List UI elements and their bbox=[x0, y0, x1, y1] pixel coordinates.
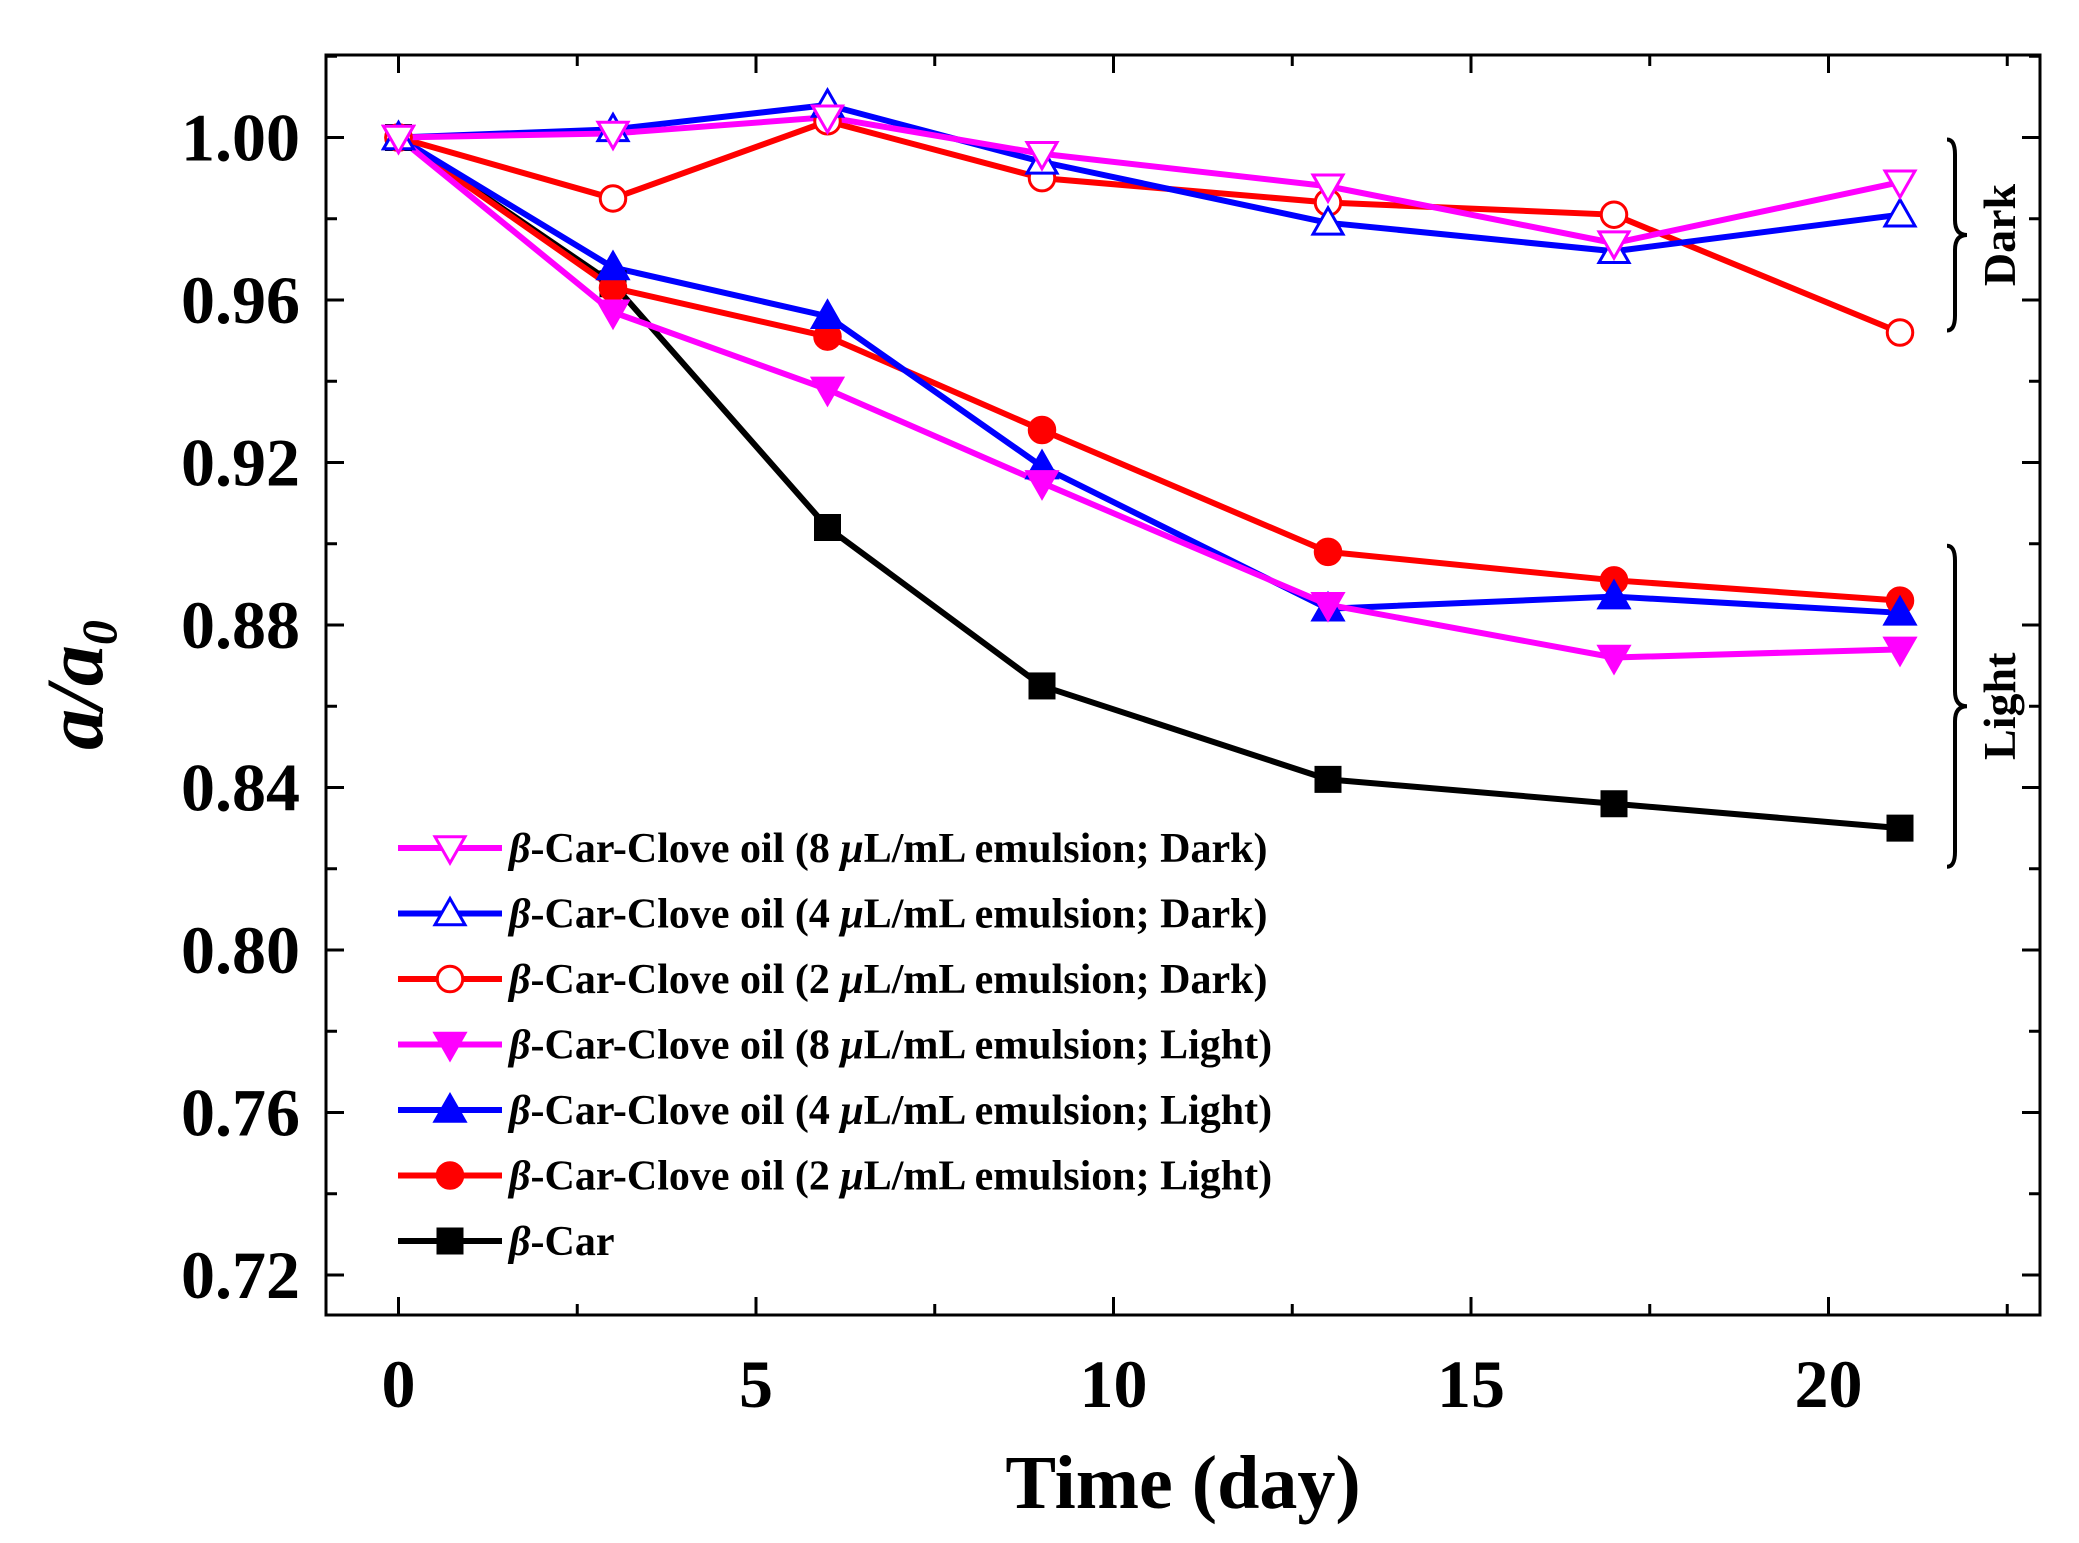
series-line bbox=[396, 134, 1901, 616]
x-tick-label: 15 bbox=[1437, 1346, 1505, 1422]
x-tick-label: 5 bbox=[739, 1346, 773, 1422]
data-point bbox=[1882, 196, 1918, 228]
legend-marker bbox=[432, 895, 468, 927]
legend-label: β-Car-Clove oil (2 μL/mL emulsion; Light… bbox=[507, 1154, 1272, 1200]
legend-label: β-Car-Clove oil (8 μL/mL emulsion; Dark) bbox=[507, 826, 1267, 872]
data-point bbox=[1310, 591, 1346, 623]
legend-marker bbox=[432, 1031, 468, 1063]
y-tick-label: 0.76 bbox=[181, 1075, 300, 1151]
y-axis-title-main: a/a bbox=[29, 645, 120, 750]
plot-frame bbox=[324, 53, 2042, 1317]
legend-label: β-Car bbox=[507, 1219, 614, 1265]
legend: β-Car-Clove oil (8 μL/mL emulsion; Dark)… bbox=[398, 826, 1272, 1265]
data-point bbox=[1596, 230, 1632, 262]
data-point bbox=[1596, 578, 1632, 610]
data-point bbox=[1313, 537, 1343, 567]
legend-label: β-Car-Clove oil (2 μL/mL emulsion; Dark) bbox=[507, 957, 1267, 1003]
legend-label: β-Car-Clove oil (4 μL/mL emulsion; Dark) bbox=[507, 892, 1267, 938]
data-point bbox=[595, 299, 631, 331]
x-tick-label: 20 bbox=[1795, 1346, 1863, 1422]
y-tick-label: 0.96 bbox=[181, 262, 300, 338]
legend-marker bbox=[435, 964, 465, 994]
y-axis-title: a/a0 bbox=[29, 620, 127, 750]
bracket bbox=[1946, 543, 1968, 869]
x-tick-label: 0 bbox=[382, 1346, 416, 1422]
data-point bbox=[814, 514, 841, 541]
y-tick-label: 0.72 bbox=[181, 1237, 300, 1313]
svg-text:a/a0: a/a0 bbox=[29, 620, 127, 750]
data-point bbox=[1310, 204, 1346, 236]
y-axis-title-subscript: 0 bbox=[71, 620, 127, 645]
x-axis-title: Time (day) bbox=[1005, 1441, 1360, 1525]
series-markers bbox=[380, 86, 1918, 842]
data-point bbox=[1882, 636, 1918, 668]
bracket-label: Dark bbox=[1974, 183, 2025, 286]
data-point bbox=[1886, 814, 1914, 842]
y-tick-label: 0.80 bbox=[181, 912, 300, 988]
legend-label: β-Car-Clove oil (4 μL/mL emulsion; Light… bbox=[507, 1088, 1272, 1134]
y-tick-label: 0.92 bbox=[181, 425, 300, 501]
data-point bbox=[1600, 790, 1628, 818]
data-point bbox=[598, 184, 628, 213]
bracket-annotations: Dark Light bbox=[1946, 137, 2025, 869]
bracket-label: Light bbox=[1974, 652, 2025, 760]
legend-marker bbox=[432, 835, 468, 867]
data-point bbox=[1599, 200, 1629, 229]
data-point bbox=[1024, 470, 1060, 501]
data-point bbox=[380, 124, 417, 156]
data-point bbox=[1027, 415, 1057, 445]
axis-tick-labels: 0 5 10 15 20 0.72 0.76 0.80 0.84 0.88 0.92 0.96 1.00 bbox=[181, 100, 1863, 1423]
data-point bbox=[809, 104, 846, 136]
y-tick-label: 0.88 bbox=[181, 587, 300, 663]
data-point bbox=[1596, 644, 1632, 676]
data-point bbox=[595, 120, 631, 152]
y-tick-label: 0.84 bbox=[181, 750, 300, 826]
data-point bbox=[1310, 173, 1346, 205]
series-line bbox=[396, 135, 1901, 661]
legend-marker bbox=[432, 1091, 468, 1123]
data-point bbox=[1314, 765, 1342, 793]
legend-label: β-Car-Clove oil (8 μL/mL emulsion; Light… bbox=[507, 1023, 1272, 1069]
data-point bbox=[809, 298, 846, 329]
legend-marker bbox=[436, 1227, 464, 1255]
data-point bbox=[1028, 672, 1056, 700]
y-tick-label: 1.00 bbox=[181, 100, 300, 176]
series-lines bbox=[396, 102, 1902, 832]
data-point bbox=[595, 249, 631, 281]
data-point bbox=[1885, 318, 1915, 347]
data-point bbox=[1024, 141, 1060, 172]
legend-marker bbox=[435, 1161, 465, 1190]
data-point bbox=[1882, 594, 1918, 626]
data-point bbox=[1882, 169, 1918, 201]
data-point bbox=[809, 376, 846, 408]
bracket bbox=[1946, 137, 1968, 333]
x-tick-label: 10 bbox=[1080, 1346, 1148, 1422]
axis-ticks bbox=[326, 54, 2040, 1315]
